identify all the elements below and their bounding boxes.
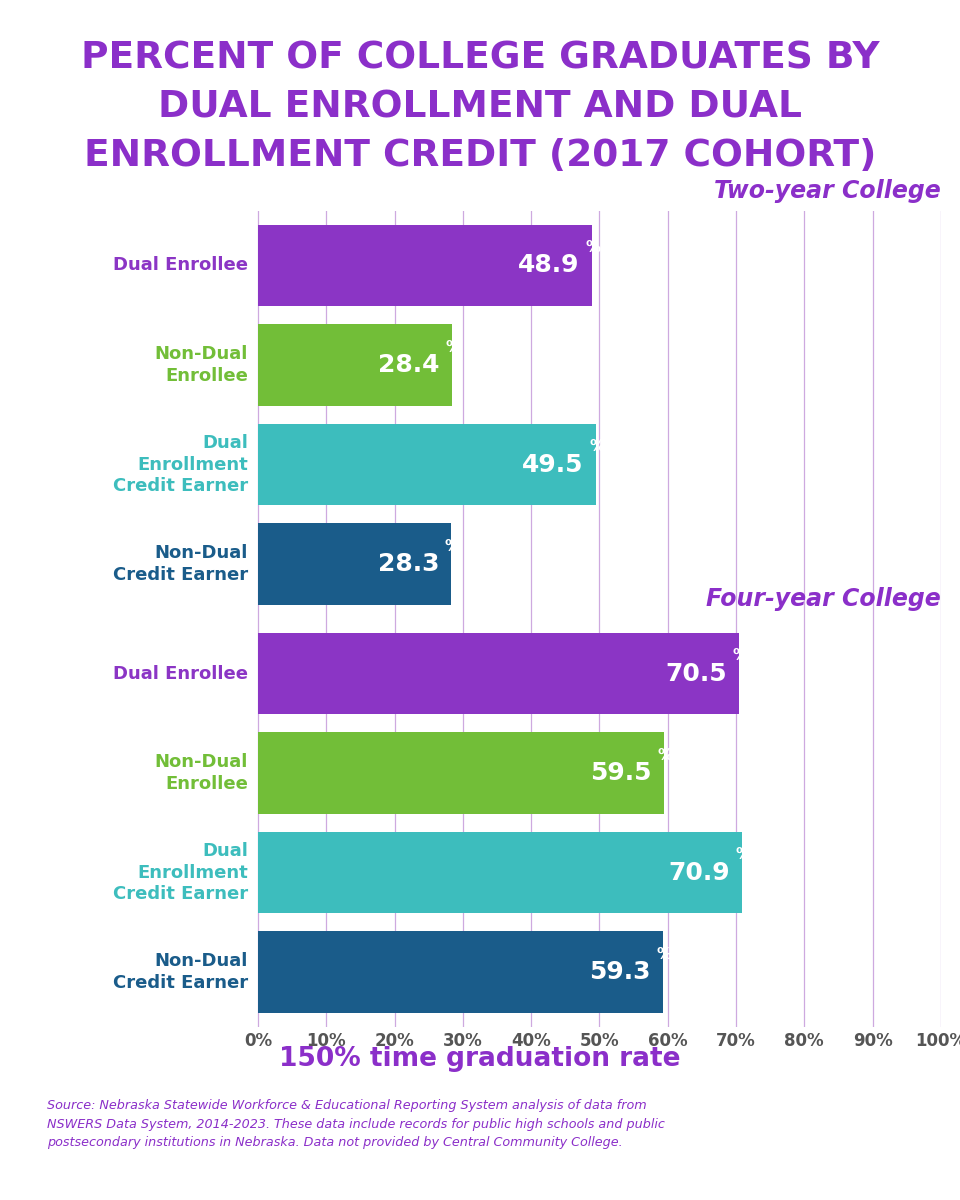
Text: %: % xyxy=(586,240,600,256)
Text: Source: Nebraska Statewide Workforce & Educational Reporting System analysis of : Source: Nebraska Statewide Workforce & E… xyxy=(47,1099,664,1150)
Text: Non-Dual
Enrollee: Non-Dual Enrollee xyxy=(155,754,248,793)
Text: 28.4: 28.4 xyxy=(378,353,440,377)
Text: 59.5: 59.5 xyxy=(590,761,652,785)
Text: Non-Dual
Enrollee: Non-Dual Enrollee xyxy=(155,346,248,385)
Text: Dual
Enrollment
Credit Earner: Dual Enrollment Credit Earner xyxy=(112,434,248,496)
Text: %: % xyxy=(732,648,748,664)
Text: Two-year College: Two-year College xyxy=(714,179,941,203)
Bar xyxy=(258,523,451,605)
Text: Dual Enrollee: Dual Enrollee xyxy=(113,257,248,275)
Bar xyxy=(258,931,663,1013)
Text: Dual Enrollee: Dual Enrollee xyxy=(113,665,248,683)
Text: 28.3: 28.3 xyxy=(377,552,439,576)
Text: %: % xyxy=(444,539,460,553)
Text: %: % xyxy=(589,439,605,454)
Bar xyxy=(258,632,739,714)
Text: %: % xyxy=(658,748,673,763)
Text: Four-year College: Four-year College xyxy=(706,587,941,611)
Text: 49.5: 49.5 xyxy=(522,452,584,476)
Bar xyxy=(258,224,592,306)
Bar xyxy=(258,424,596,505)
Text: 59.3: 59.3 xyxy=(589,960,651,984)
Text: 70.9: 70.9 xyxy=(668,860,730,884)
Text: %: % xyxy=(656,947,671,961)
Text: 48.9: 48.9 xyxy=(518,253,580,277)
Bar xyxy=(258,832,742,913)
Text: Non-Dual
Credit Earner: Non-Dual Credit Earner xyxy=(112,545,248,583)
Bar xyxy=(258,324,452,406)
Text: 150% time graduation rate: 150% time graduation rate xyxy=(279,1046,681,1073)
Bar xyxy=(258,732,664,814)
Text: Dual
Enrollment
Credit Earner: Dual Enrollment Credit Earner xyxy=(112,842,248,904)
Text: 70.5: 70.5 xyxy=(665,661,727,685)
Text: %: % xyxy=(735,847,751,863)
Text: %: % xyxy=(445,340,461,354)
Text: PERCENT OF COLLEGE GRADUATES BY
DUAL ENROLLMENT AND DUAL
ENROLLMENT CREDIT (2017: PERCENT OF COLLEGE GRADUATES BY DUAL ENR… xyxy=(81,41,879,174)
Text: Non-Dual
Credit Earner: Non-Dual Credit Earner xyxy=(112,953,248,992)
